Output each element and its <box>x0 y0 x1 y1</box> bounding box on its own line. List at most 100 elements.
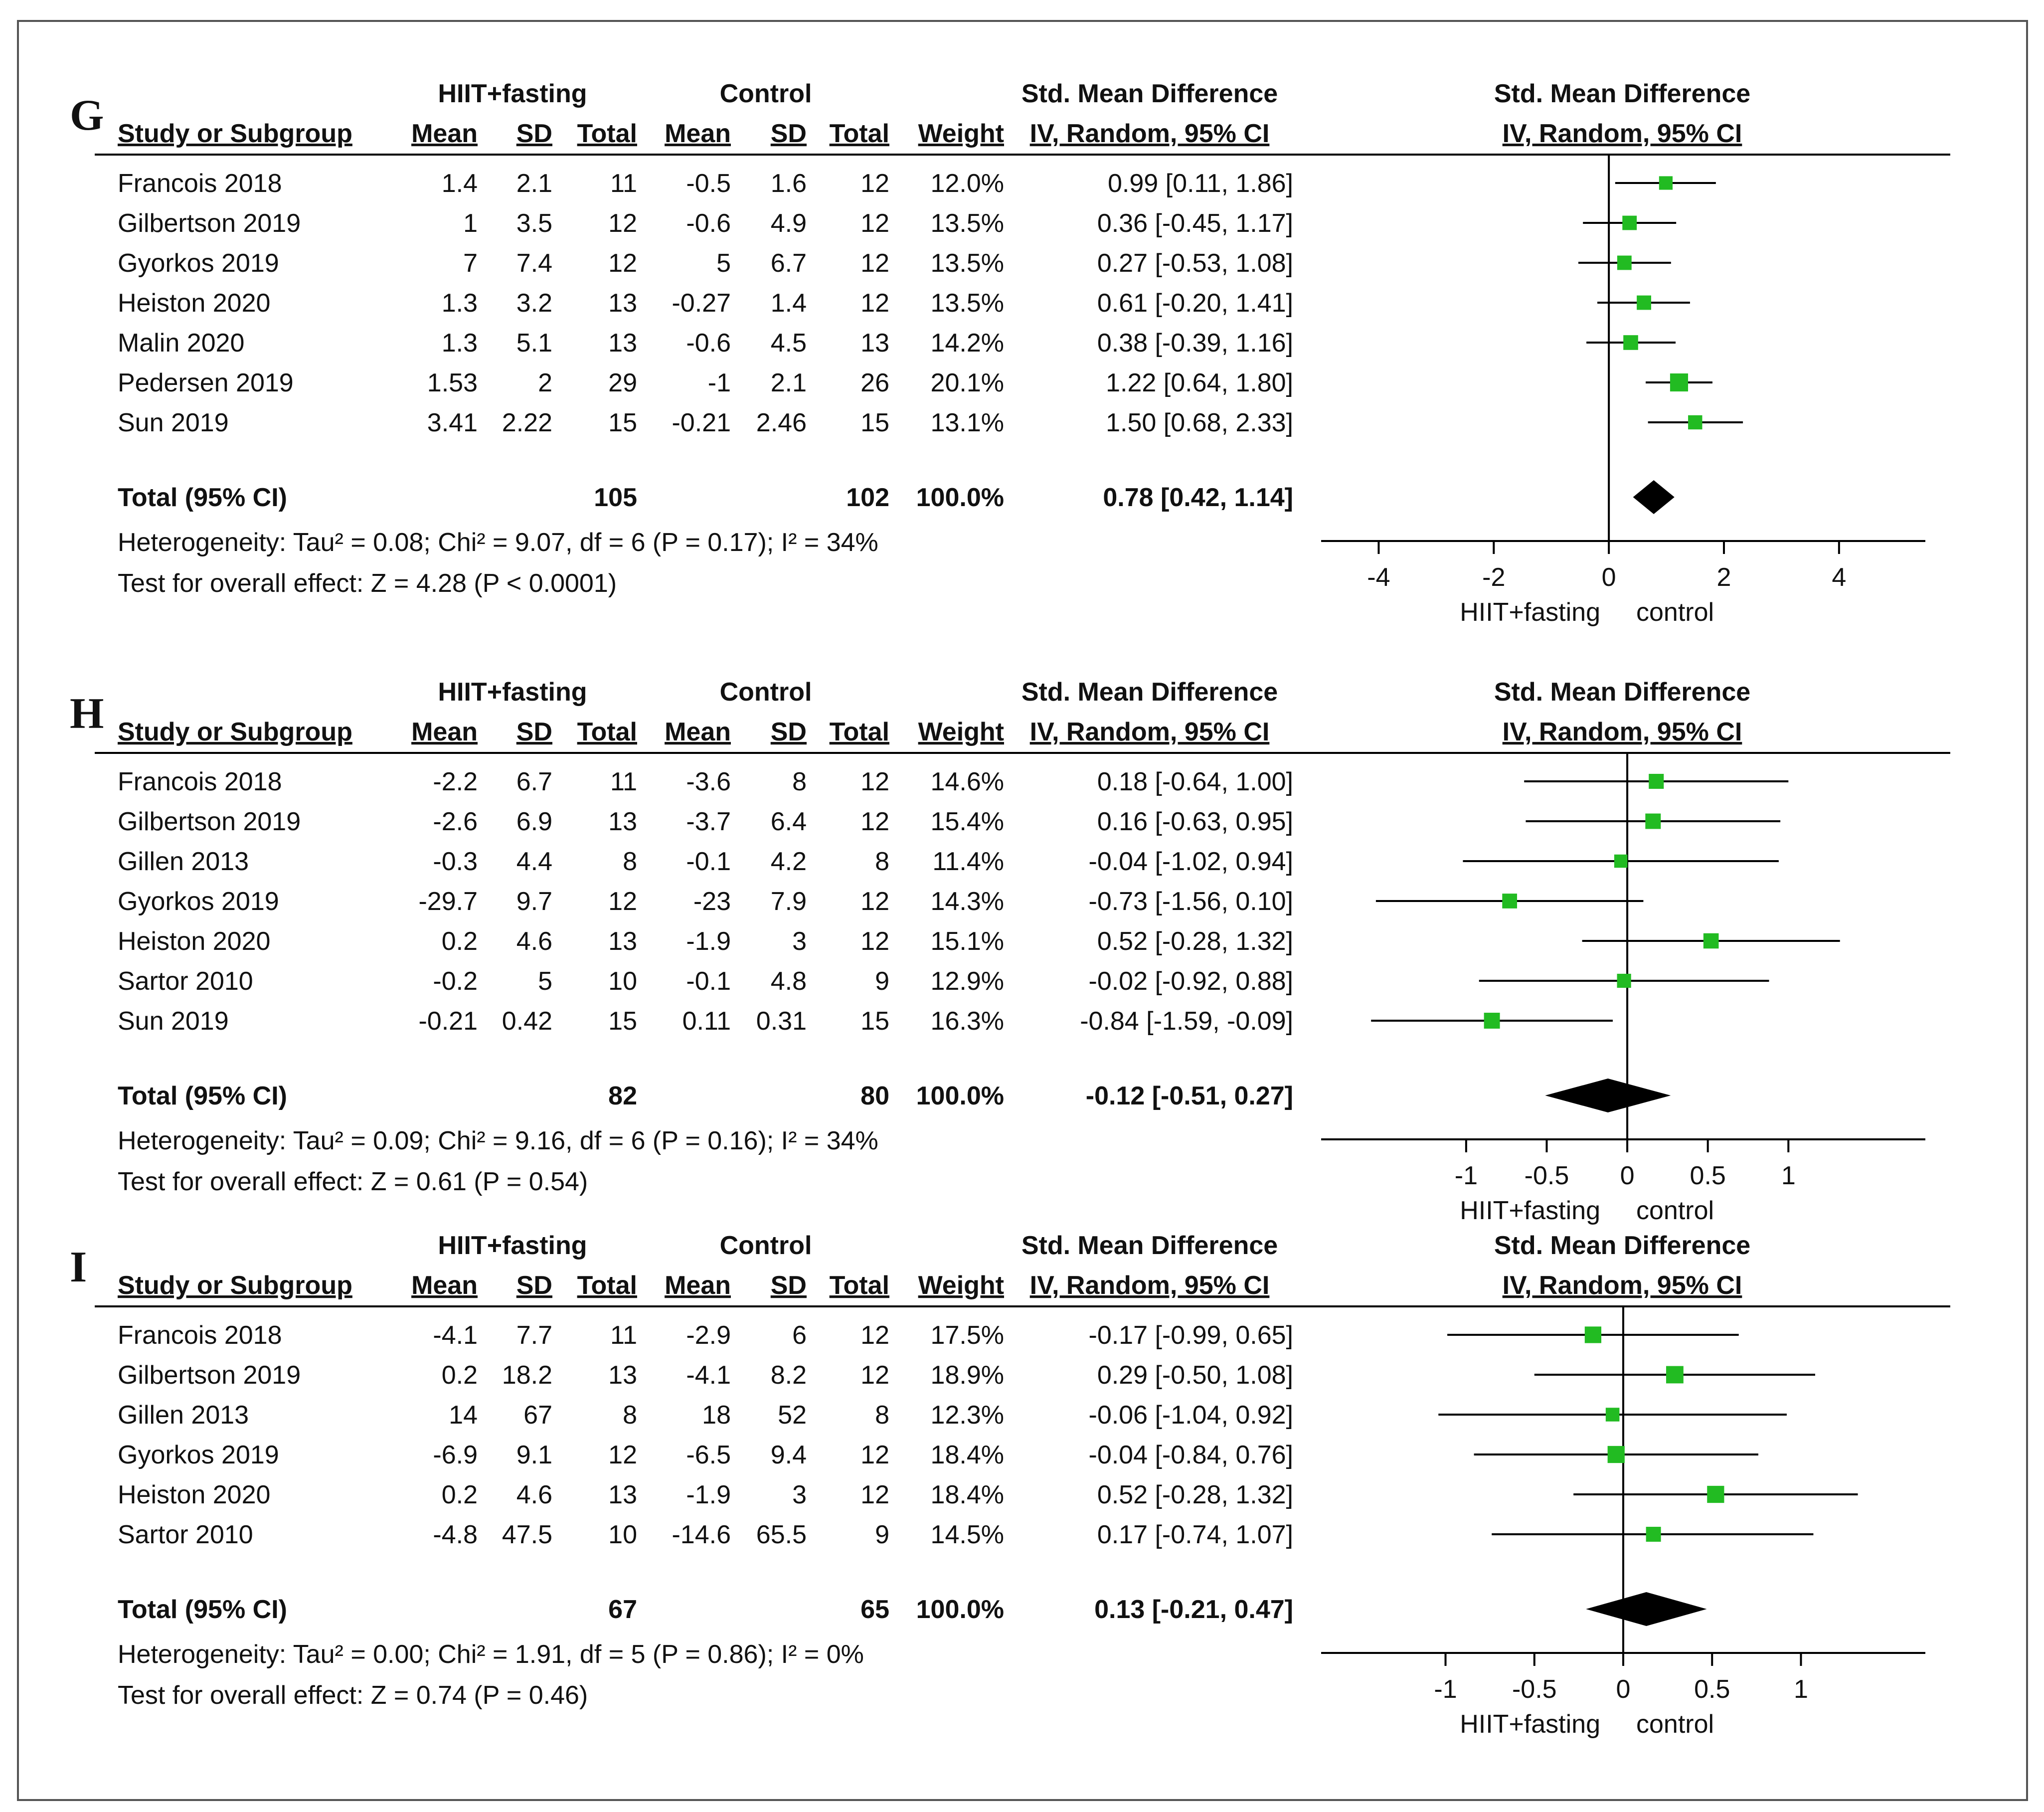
sd-column-header: SD <box>516 119 552 148</box>
plot-header: Std. Mean Difference <box>1494 79 1750 108</box>
ctrl-sd: 3 <box>792 927 807 956</box>
ctrl-sd: 0.31 <box>756 1007 807 1036</box>
overall-effect-text: Test for overall effect: Z = 4.28 (P < 0… <box>118 569 617 598</box>
exp-total: 13 <box>608 1480 637 1509</box>
study-weight: 12.9% <box>931 967 1004 996</box>
study-ci: 1.22 [0.64, 1.80] <box>1106 368 1293 397</box>
exp-mean: -2.2 <box>433 767 478 796</box>
ctrl-total: 15 <box>860 408 889 437</box>
total-column-header: Total <box>830 718 889 746</box>
ctrl-mean: 18 <box>702 1401 731 1430</box>
exp-sd: 6.9 <box>516 807 552 836</box>
exp-sd: 3.2 <box>516 289 552 318</box>
ctrl-mean: -0.6 <box>686 329 731 358</box>
total-exp-n: 82 <box>608 1082 637 1110</box>
ctrl-mean: -0.6 <box>686 209 731 238</box>
panel-label: I <box>70 1243 87 1291</box>
effect-marker <box>1484 1013 1500 1029</box>
ctrl-sd: 9.4 <box>771 1441 807 1469</box>
total-label: Total (95% CI) <box>118 1595 287 1624</box>
ctrl-sd: 6 <box>792 1321 807 1350</box>
overall-effect-text: Test for overall effect: Z = 0.61 (P = 0… <box>118 1167 588 1196</box>
study-name: Francois 2018 <box>118 767 282 796</box>
exp-sd: 7.4 <box>516 249 552 278</box>
exp-total: 15 <box>608 1007 637 1036</box>
exp-sd: 2.1 <box>516 169 552 198</box>
ctrl-sd: 4.5 <box>771 329 807 358</box>
pooled-diamond <box>1633 480 1675 514</box>
smd-header: Std. Mean Difference <box>1022 79 1278 108</box>
x-tick-label: 0.5 <box>1690 1161 1726 1190</box>
x-tick-label: -0.5 <box>1525 1161 1569 1190</box>
study-weight: 14.6% <box>931 767 1004 796</box>
study-weight: 13.1% <box>931 408 1004 437</box>
effect-marker <box>1622 215 1637 230</box>
total-column-header: Total <box>830 119 889 148</box>
x-tick-label: 4 <box>1832 563 1846 592</box>
study-ci: 0.18 [-0.64, 1.00] <box>1097 767 1293 796</box>
study-weight: 14.3% <box>931 887 1004 916</box>
study-ci: -0.02 [-0.92, 0.88] <box>1089 967 1294 996</box>
plot-ci-header: IV, Random, 95% CI <box>1503 1271 1742 1300</box>
ctrl-mean: -0.1 <box>686 847 731 876</box>
study-ci: 0.17 [-0.74, 1.07] <box>1097 1520 1293 1549</box>
exp-sd: 3.5 <box>516 209 552 238</box>
group2-header: Control <box>720 1231 812 1260</box>
weight-column-header: Weight <box>918 119 1004 148</box>
exp-mean: 0.2 <box>442 1361 478 1390</box>
total-ci: 0.13 [-0.21, 0.47] <box>1094 1595 1293 1624</box>
exp-total: 8 <box>623 847 637 876</box>
exp-sd: 4.4 <box>516 847 552 876</box>
panel-label: H <box>70 690 104 738</box>
total-weight: 100.0% <box>916 1082 1004 1110</box>
total-ci: -0.12 [-0.51, 0.27] <box>1086 1082 1293 1110</box>
exp-sd: 2.22 <box>502 408 552 437</box>
favours-right-label: control <box>1636 598 1714 627</box>
study-ci: -0.84 [-1.59, -0.09] <box>1080 1007 1293 1036</box>
ctrl-mean: -0.5 <box>686 169 731 198</box>
ctrl-total: 12 <box>860 249 889 278</box>
exp-mean: 1 <box>463 209 478 238</box>
total-column-header: Total <box>577 119 637 148</box>
x-tick-label: -0.5 <box>1512 1675 1557 1704</box>
ctrl-sd: 8 <box>792 767 807 796</box>
exp-mean: 0.2 <box>442 1480 478 1509</box>
study-name: Heiston 2020 <box>118 1480 270 1509</box>
exp-sd: 9.7 <box>516 887 552 916</box>
exp-total: 15 <box>608 408 637 437</box>
ctrl-mean: -6.5 <box>686 1441 731 1469</box>
exp-mean: 1.53 <box>427 368 478 397</box>
total-exp-n: 67 <box>608 1595 637 1624</box>
study-name: Gilbertson 2019 <box>118 1361 301 1390</box>
exp-sd: 6.7 <box>516 767 552 796</box>
study-column-header: Study or Subgroup <box>118 119 352 148</box>
exp-sd: 47.5 <box>502 1520 552 1549</box>
ctrl-mean: -23 <box>693 887 731 916</box>
study-name: Gyorkos 2019 <box>118 1441 279 1469</box>
exp-mean: -0.21 <box>418 1007 478 1036</box>
ci-column-header: IV, Random, 95% CI <box>1030 119 1270 148</box>
ctrl-sd: 2.1 <box>771 368 807 397</box>
ci-column-header: IV, Random, 95% CI <box>1030 718 1270 746</box>
exp-sd: 67 <box>523 1401 552 1430</box>
exp-mean: -29.7 <box>418 887 478 916</box>
x-tick-label: 2 <box>1717 563 1731 592</box>
study-name: Pedersen 2019 <box>118 368 294 397</box>
ctrl-sd: 1.4 <box>771 289 807 318</box>
ctrl-mean: 0.11 <box>682 1007 731 1036</box>
study-ci: 0.16 [-0.63, 0.95] <box>1097 807 1293 836</box>
study-weight: 17.5% <box>931 1321 1004 1350</box>
ctrl-sd: 1.6 <box>771 169 807 198</box>
study-ci: 0.52 [-0.28, 1.32] <box>1097 927 1293 956</box>
exp-total: 12 <box>608 249 637 278</box>
ctrl-total: 12 <box>860 1361 889 1390</box>
overall-effect-text: Test for overall effect: Z = 0.74 (P = 0… <box>118 1681 588 1710</box>
favours-right-label: control <box>1636 1710 1714 1739</box>
total-ctrl-n: 80 <box>860 1082 889 1110</box>
ctrl-sd: 6.4 <box>771 807 807 836</box>
total-ctrl-n: 102 <box>846 483 889 512</box>
exp-total: 10 <box>608 967 637 996</box>
exp-mean: -4.8 <box>433 1520 478 1549</box>
ctrl-total: 12 <box>860 887 889 916</box>
